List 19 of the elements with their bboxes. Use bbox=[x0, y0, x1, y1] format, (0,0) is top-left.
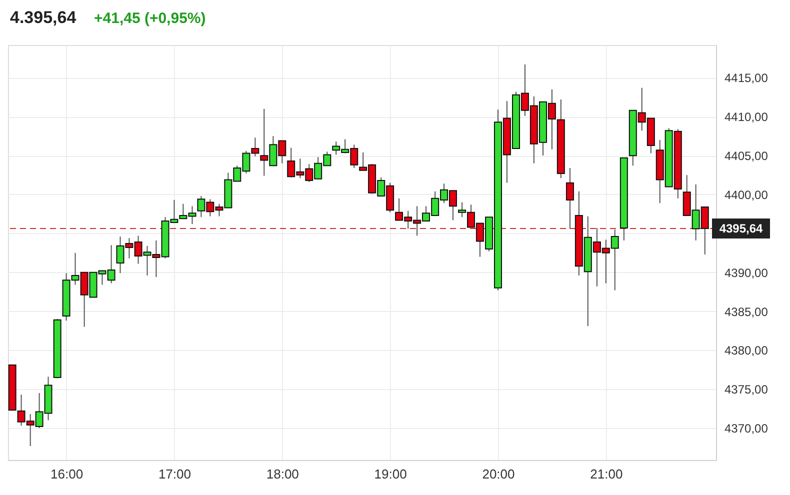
y-tick-label: 4405,00 bbox=[724, 149, 768, 164]
text: +41,45 (+0,95%) bbox=[94, 10, 206, 27]
chart-title: 4.395,64 bbox=[10, 8, 77, 27]
x-tick-label: 16:00 bbox=[50, 466, 84, 482]
y-tick-label: 4400,00 bbox=[724, 188, 768, 202]
x-tick-label: 17:00 bbox=[158, 466, 191, 482]
ref-line-label: 4395,64 bbox=[719, 221, 764, 236]
x-tick-label: 21:00 bbox=[590, 466, 623, 482]
y-tick-label: 4390,00 bbox=[724, 266, 768, 280]
y-tick-label: 4415,00 bbox=[724, 71, 768, 86]
x-tick-label: 20:00 bbox=[482, 466, 515, 482]
y-tick-label: 4375,00 bbox=[724, 382, 768, 397]
y-tick-label: 4410,00 bbox=[724, 110, 768, 124]
y-tick-label: 4380,00 bbox=[724, 344, 768, 358]
y-tick-label: 4385,00 bbox=[724, 304, 768, 319]
x-tick-label: 18:00 bbox=[266, 466, 299, 482]
candlestick bbox=[566, 168, 574, 230]
y-tick-label: 4370,00 bbox=[724, 422, 768, 436]
x-tick-label: 19:00 bbox=[374, 466, 407, 482]
